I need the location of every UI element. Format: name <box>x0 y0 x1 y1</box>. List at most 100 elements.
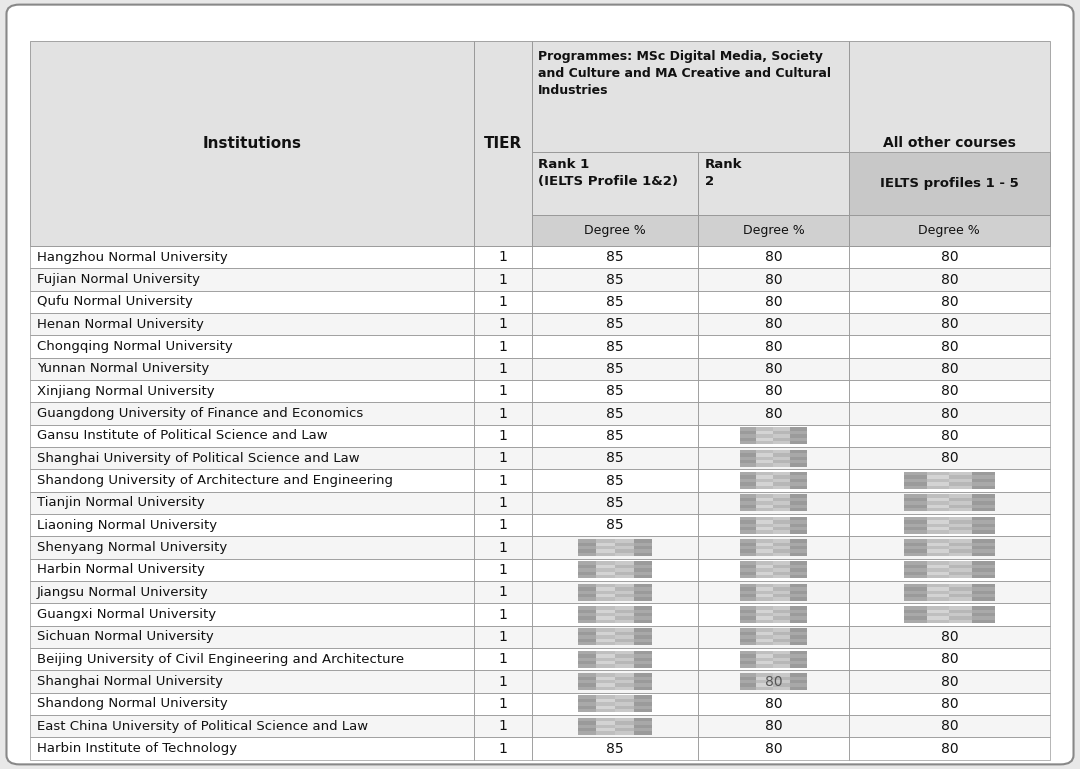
Bar <box>791 504 808 508</box>
Bar <box>773 475 791 479</box>
Bar <box>578 606 596 610</box>
Bar <box>474 737 531 760</box>
Bar <box>927 531 949 534</box>
Bar <box>756 632 773 635</box>
Bar <box>904 520 927 524</box>
Bar <box>972 527 995 531</box>
Bar <box>698 380 849 402</box>
Bar <box>927 482 949 486</box>
Bar <box>904 610 927 613</box>
Bar <box>756 520 773 524</box>
Text: 80: 80 <box>765 272 782 287</box>
Bar <box>615 565 634 568</box>
Bar <box>698 537 849 559</box>
Bar <box>474 559 531 581</box>
Bar <box>740 568 756 571</box>
Bar <box>531 604 698 626</box>
Bar <box>698 152 849 215</box>
Bar <box>698 648 849 671</box>
Bar <box>791 598 808 601</box>
Bar <box>30 537 474 559</box>
Bar <box>773 594 791 598</box>
Text: 1: 1 <box>498 318 508 331</box>
Bar <box>791 531 808 534</box>
Bar <box>849 737 1050 760</box>
Bar <box>773 561 791 565</box>
Bar <box>596 539 615 542</box>
Bar <box>972 620 995 623</box>
Text: Shandong University of Architecture and Engineering: Shandong University of Architecture and … <box>37 474 393 487</box>
Bar <box>740 654 756 657</box>
Bar <box>773 520 791 524</box>
Text: Liaoning Normal University: Liaoning Normal University <box>37 519 217 531</box>
Bar <box>474 514 531 537</box>
Bar <box>30 626 474 648</box>
Bar <box>740 661 756 664</box>
Bar <box>972 571 995 575</box>
Bar <box>578 673 596 677</box>
Bar <box>904 539 927 542</box>
Bar <box>578 654 596 657</box>
Bar <box>756 598 773 601</box>
Bar <box>30 559 474 581</box>
Bar <box>474 447 531 469</box>
Bar <box>740 680 756 684</box>
Bar <box>30 581 474 604</box>
Text: Rank 1
(IELTS Profile 1&2): Rank 1 (IELTS Profile 1&2) <box>538 158 678 188</box>
Bar <box>30 424 474 447</box>
Bar <box>791 472 808 475</box>
Bar <box>773 553 791 556</box>
Bar <box>634 613 652 616</box>
Text: Yunnan Normal University: Yunnan Normal University <box>37 362 208 375</box>
Bar <box>927 613 949 616</box>
Bar <box>531 424 698 447</box>
Bar <box>615 549 634 553</box>
Bar <box>949 553 972 556</box>
Bar <box>791 428 808 431</box>
Bar <box>849 335 1050 358</box>
Bar <box>474 559 531 581</box>
Bar <box>740 428 756 431</box>
Text: Institutions: Institutions <box>202 136 301 151</box>
Bar <box>474 648 531 671</box>
Text: 80: 80 <box>941 674 958 688</box>
Bar <box>615 613 634 616</box>
Bar <box>578 565 596 568</box>
Bar <box>904 472 927 475</box>
Bar <box>634 549 652 553</box>
Bar <box>949 598 972 601</box>
Bar <box>849 313 1050 335</box>
Bar <box>698 559 849 581</box>
Bar <box>634 594 652 598</box>
Bar <box>615 561 634 565</box>
Bar <box>756 584 773 588</box>
Bar <box>927 610 949 613</box>
Bar <box>531 246 698 268</box>
Bar <box>849 559 1050 581</box>
Bar <box>773 588 791 591</box>
Bar <box>949 498 972 501</box>
Bar <box>756 565 773 568</box>
Text: 1: 1 <box>498 719 508 734</box>
Bar <box>30 358 474 380</box>
Bar <box>578 638 596 642</box>
Text: 85: 85 <box>606 272 624 287</box>
Bar <box>596 553 615 556</box>
Bar <box>949 520 972 524</box>
Bar <box>849 537 1050 559</box>
Bar <box>849 424 1050 447</box>
Bar <box>474 715 531 737</box>
Bar <box>849 604 1050 626</box>
Bar <box>972 504 995 508</box>
Bar <box>698 268 849 291</box>
Bar <box>791 482 808 486</box>
Bar <box>756 657 773 661</box>
Bar <box>904 606 927 610</box>
Bar <box>791 620 808 623</box>
Bar <box>849 215 1050 246</box>
Bar <box>756 588 773 591</box>
Bar <box>949 565 972 568</box>
Bar <box>791 546 808 549</box>
Bar <box>596 664 615 667</box>
Bar <box>904 549 927 553</box>
